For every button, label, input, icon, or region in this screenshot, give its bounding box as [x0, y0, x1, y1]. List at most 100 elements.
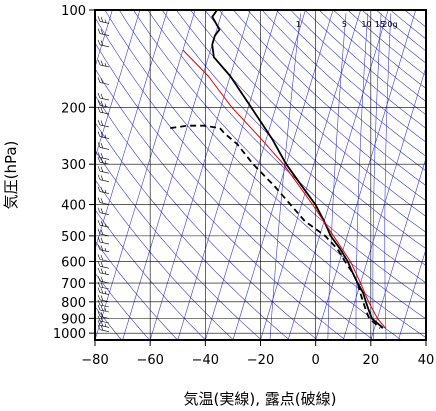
parcel-line: [182, 49, 386, 329]
dry-adiabat-line: [332, 10, 426, 89]
wind-barb: [97, 207, 110, 215]
wind-barb: [97, 77, 110, 85]
dry-adiabat-line: [190, 10, 426, 233]
isotherm-line: [260, 10, 361, 340]
x-tick-label: −40: [192, 353, 219, 368]
mixing-ratio-line: [327, 13, 347, 340]
mixing-ratio-label: 10: [361, 20, 371, 29]
wind-barb: [97, 106, 110, 115]
y-tick-label: 900: [61, 312, 86, 327]
wind-barb: [97, 100, 110, 108]
wind-barb: [97, 220, 110, 228]
dry-adiabat-line: [318, 10, 426, 102]
dry-adiabat-line: [95, 121, 290, 340]
x-tick-label: −20: [247, 353, 274, 368]
isotherm-line: [177, 10, 279, 340]
temperature-line: [211, 10, 384, 329]
plot-area: [95, 10, 426, 340]
x-axis-ticks: −80 −60 −40 −20 0 20 40: [81, 340, 434, 368]
wind-barb: [97, 28, 110, 36]
wind-barb: [97, 152, 110, 160]
isotherm-line: [398, 248, 426, 340]
dry-adiabat-line: [275, 10, 426, 143]
isotherm-line: [205, 10, 306, 340]
dry-adiabat-line: [347, 10, 426, 77]
x-tick-label: 40: [418, 353, 435, 368]
dry-adiabat-line: [104, 10, 426, 339]
mixing-ratio-label: 15: [375, 20, 385, 29]
wind-barb: [97, 324, 110, 332]
isotherm-line: [287, 10, 389, 340]
wind-barb: [97, 59, 110, 68]
mixing-ratio-line: [355, 13, 369, 340]
y-tick-label: 700: [61, 277, 86, 292]
dry-adiabat-line: [218, 10, 426, 202]
dry-adiabat-line: [233, 10, 426, 187]
wind-barb: [97, 119, 110, 128]
wind-barb: [97, 315, 110, 324]
isotherm-line: [149, 10, 251, 340]
isotherm-line: [95, 10, 196, 340]
profile-series: [170, 10, 386, 329]
wind-barb: [97, 92, 110, 101]
wind-barb: [97, 304, 110, 313]
dry-adiabat-line: [95, 149, 262, 340]
wind-barb: [97, 261, 110, 269]
y-tick-label: 300: [61, 158, 86, 173]
dry-adiabat-line: [161, 10, 426, 266]
dry-adiabat-line: [95, 42, 374, 340]
isotherm-line: [122, 10, 223, 340]
mixing-ratio-label: 5: [342, 20, 347, 29]
wind-barb: [97, 142, 110, 150]
wind-barb: [97, 320, 110, 328]
wind-barb: [97, 186, 110, 194]
dry-adiabat-line: [118, 10, 426, 320]
wind-barb: [97, 267, 110, 276]
y-tick-label: 100: [61, 4, 86, 19]
isotherm-line: [370, 157, 426, 340]
wind-barb: [97, 228, 110, 237]
dry-adiabat-line: [204, 10, 426, 217]
x-tick-label: 20: [363, 353, 380, 368]
dry-adiabat-line: [95, 209, 206, 340]
wind-barb: [97, 299, 110, 308]
y-tick-label: 800: [61, 296, 86, 311]
mixing-ratio-label: 20g: [382, 20, 397, 29]
dry-adiabat-line: [304, 10, 426, 116]
wind-barb: [97, 236, 110, 245]
dry-adiabat-line: [290, 10, 426, 129]
dry-adiabat-line: [95, 17, 402, 340]
wind-barb: [97, 131, 110, 139]
mixing-ratio-line: [384, 13, 392, 340]
mixing-ratio-line: [372, 13, 382, 340]
dry-adiabat-line: [95, 68, 346, 340]
isotherm-grid: [95, 10, 426, 340]
isotherm-line: [342, 66, 426, 340]
y-tick-label: 500: [61, 230, 86, 245]
x-tick-label: 0: [312, 353, 320, 368]
mixing-ratio-label: 1: [296, 20, 301, 29]
wind-barb: [97, 174, 110, 182]
dry-adiabat-line: [95, 240, 178, 340]
wind-barb: [97, 39, 110, 48]
wind-barb: [97, 166, 110, 174]
wind-barb: [97, 254, 110, 262]
dry-adiabat-line: [95, 272, 150, 340]
wind-barb: [97, 197, 110, 205]
wind-barb: [97, 16, 110, 24]
mixing-ratio-line: [269, 13, 301, 340]
wind-barb: [97, 311, 110, 319]
dry-adiabat-line: [261, 10, 426, 157]
x-tick-label: −60: [136, 353, 163, 368]
y-axis-label: 気圧(hPa): [2, 141, 20, 210]
y-tick-label: 1000: [53, 327, 86, 342]
y-tick-label: 400: [61, 199, 86, 214]
y-tick-label: 200: [61, 101, 86, 116]
isotherm-line: [95, 10, 168, 251]
thermodynamic-isolines: [95, 10, 426, 340]
dry-adiabat-line: [95, 94, 318, 340]
wind-barb: [97, 294, 110, 303]
